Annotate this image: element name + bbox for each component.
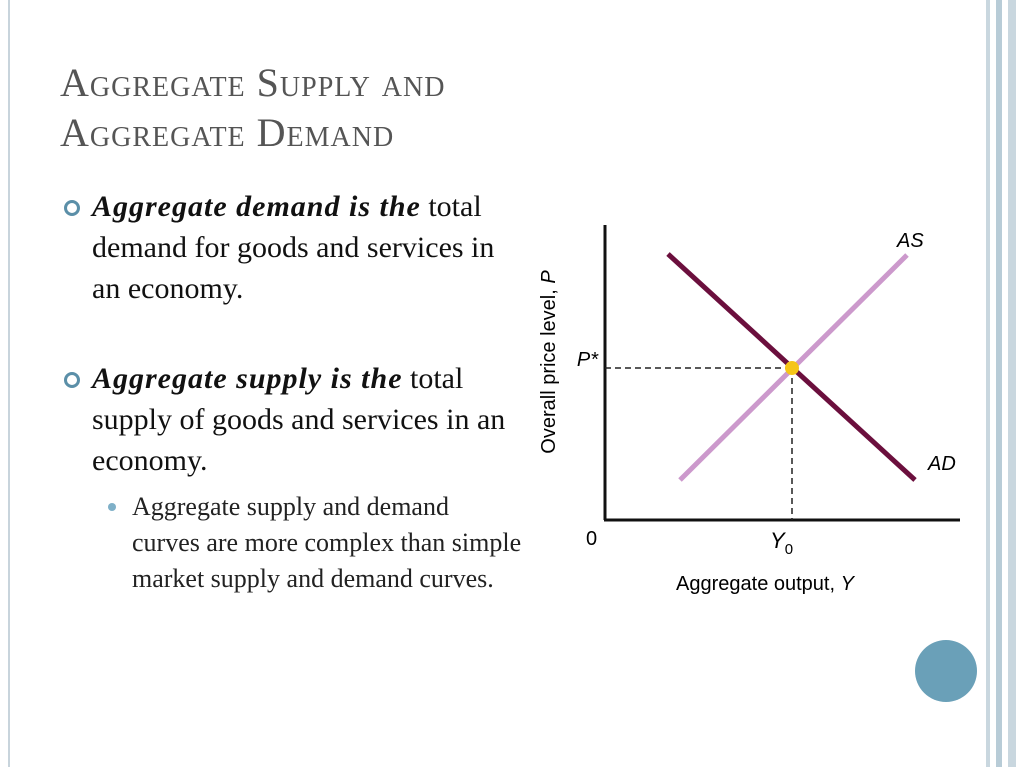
bullet-text: total supply of goods and services in an… [92, 362, 506, 477]
p-star: P* [577, 349, 599, 371]
origin: 0 [586, 528, 597, 550]
y0-label: Y0 [770, 528, 793, 558]
bullet-text: total demand for goods and services in a… [92, 190, 495, 305]
bullet-icon [64, 200, 80, 216]
as-label: AS [896, 230, 924, 252]
y0-sub: 0 [785, 541, 793, 558]
y-axis-text: Overall price level, [538, 284, 560, 454]
title: Aggregate Supply and Aggregate Demand [60, 58, 445, 158]
bullet-lead: Aggregate supply is the [92, 362, 403, 395]
y-axis-var: P [538, 270, 560, 284]
y0-main: Y [770, 528, 786, 553]
bullet: Aggregate supply is the total supply of … [92, 358, 522, 481]
bullet: Aggregate demand is the total demand for… [92, 186, 522, 309]
equilibrium [785, 361, 799, 375]
sub-bullet-icon [108, 503, 116, 511]
x-axis-label: Aggregate output, Y [676, 573, 856, 595]
y-axis-label: Overall price level, P [538, 270, 560, 454]
right-stripes [980, 0, 1024, 767]
decor-circle [915, 640, 977, 702]
bullet-icon [64, 372, 80, 388]
x-axis-text: Aggregate output, [676, 573, 841, 595]
bullet-lead: Aggregate demand is the [92, 190, 421, 223]
left-border [8, 0, 10, 767]
title-line: Aggregate Supply and [60, 60, 446, 105]
sub-bullet: Aggregate supply and demand curves are m… [132, 492, 522, 593]
title-line: Aggregate Demand [60, 110, 395, 155]
ad-label: AD [927, 453, 956, 475]
x-axis-var: Y [841, 573, 856, 595]
